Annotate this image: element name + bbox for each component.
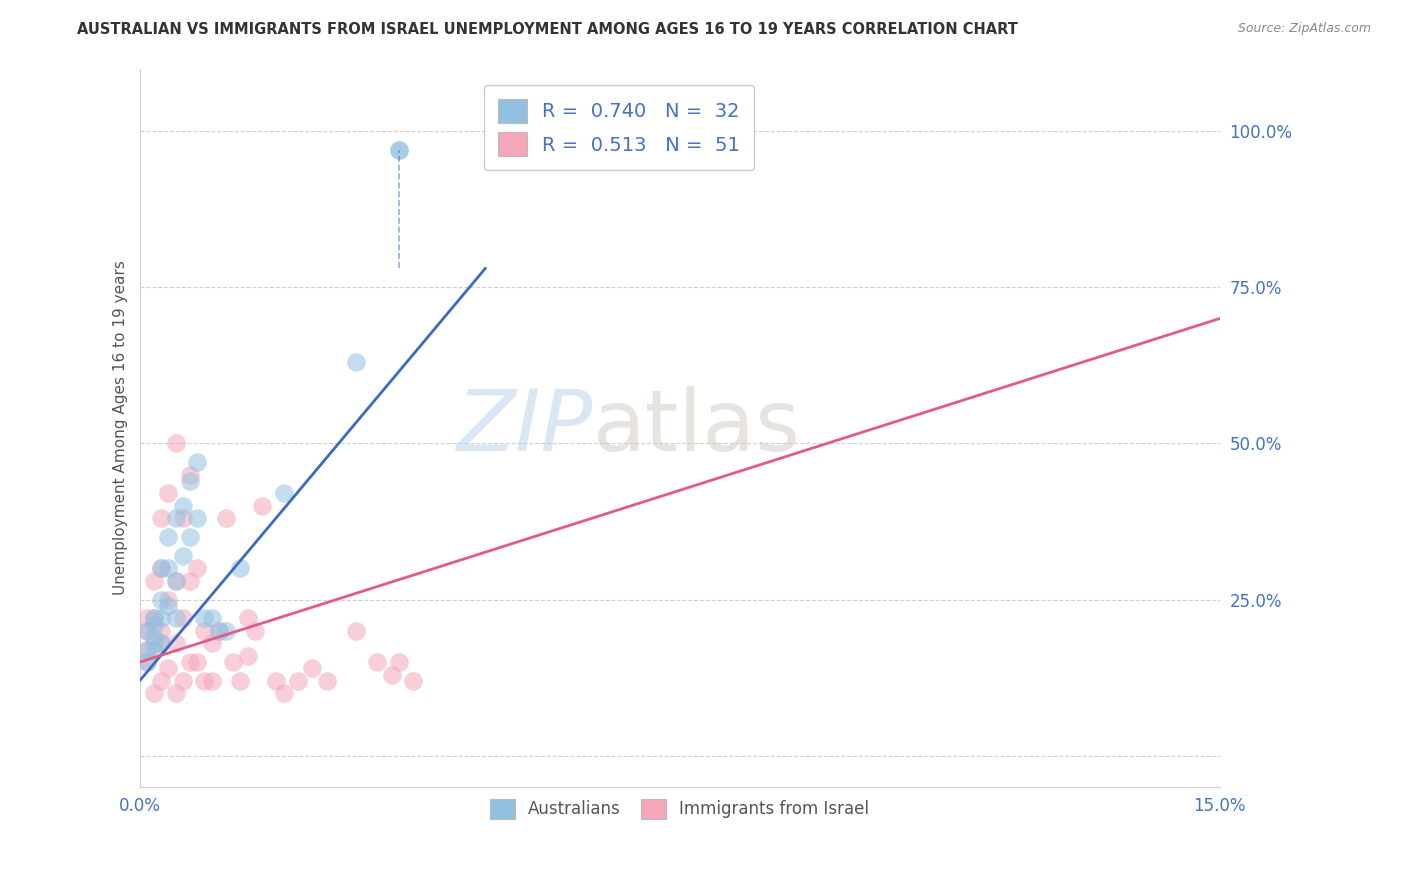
Point [142, 686, 165, 700]
Point [236, 648, 259, 663]
Point [186, 511, 208, 525]
Point [236, 611, 259, 625]
Point [172, 673, 194, 688]
Point [142, 642, 165, 657]
Point [150, 592, 173, 607]
Point [200, 636, 222, 650]
Point [157, 561, 180, 575]
Point [150, 511, 173, 525]
Point [215, 511, 238, 525]
Point [301, 661, 323, 675]
Point [200, 611, 222, 625]
Point [150, 561, 173, 575]
Point [186, 455, 208, 469]
Point [250, 499, 273, 513]
Point [186, 561, 208, 575]
Point [142, 611, 165, 625]
Point [186, 655, 208, 669]
Point [165, 636, 187, 650]
Point [200, 673, 222, 688]
Point [208, 624, 231, 638]
Point [315, 673, 337, 688]
Point [157, 592, 180, 607]
Point [208, 624, 231, 638]
Point [142, 611, 165, 625]
Point [366, 655, 388, 669]
Point [135, 642, 157, 657]
Point [273, 686, 295, 700]
Y-axis label: Unemployment Among Ages 16 to 19 years: Unemployment Among Ages 16 to 19 years [114, 260, 128, 595]
Point [287, 673, 309, 688]
Point [165, 574, 187, 588]
Point [165, 686, 187, 700]
Point [142, 636, 165, 650]
Point [222, 655, 245, 669]
Point [172, 499, 194, 513]
Point [150, 624, 173, 638]
Point [157, 530, 180, 544]
Point [157, 486, 180, 500]
Point [135, 655, 157, 669]
Point [150, 636, 173, 650]
Text: atlas: atlas [593, 386, 801, 469]
Point [381, 667, 404, 681]
Point [150, 673, 173, 688]
Point [193, 673, 215, 688]
Point [135, 624, 157, 638]
Text: Source: ZipAtlas.com: Source: ZipAtlas.com [1237, 22, 1371, 36]
Point [150, 636, 173, 650]
Point [344, 355, 367, 369]
Legend: Australians, Immigrants from Israel: Australians, Immigrants from Israel [484, 792, 876, 826]
Point [229, 561, 252, 575]
Point [243, 624, 266, 638]
Point [165, 611, 187, 625]
Point [135, 624, 157, 638]
Point [165, 574, 187, 588]
Point [135, 655, 157, 669]
Point [704, 124, 727, 138]
Point [388, 143, 411, 157]
Point [193, 624, 215, 638]
Point [172, 549, 194, 563]
Point [193, 611, 215, 625]
Point [266, 673, 288, 688]
Point [135, 611, 157, 625]
Point [142, 617, 165, 632]
Point [215, 624, 238, 638]
Point [388, 143, 411, 157]
Point [388, 655, 411, 669]
Point [172, 511, 194, 525]
Point [273, 486, 295, 500]
Point [157, 661, 180, 675]
Point [344, 624, 367, 638]
Point [150, 561, 173, 575]
Point [179, 530, 201, 544]
Point [150, 611, 173, 625]
Point [402, 673, 425, 688]
Text: AUSTRALIAN VS IMMIGRANTS FROM ISRAEL UNEMPLOYMENT AMONG AGES 16 TO 19 YEARS CORR: AUSTRALIAN VS IMMIGRANTS FROM ISRAEL UNE… [77, 22, 1018, 37]
Point [179, 467, 201, 482]
Point [179, 655, 201, 669]
Point [157, 599, 180, 613]
Point [135, 642, 157, 657]
Point [179, 474, 201, 488]
Point [229, 673, 252, 688]
Point [142, 630, 165, 644]
Point [165, 436, 187, 450]
Point [172, 611, 194, 625]
Point [165, 511, 187, 525]
Text: ZIP: ZIP [457, 386, 593, 469]
Point [179, 574, 201, 588]
Point [142, 574, 165, 588]
